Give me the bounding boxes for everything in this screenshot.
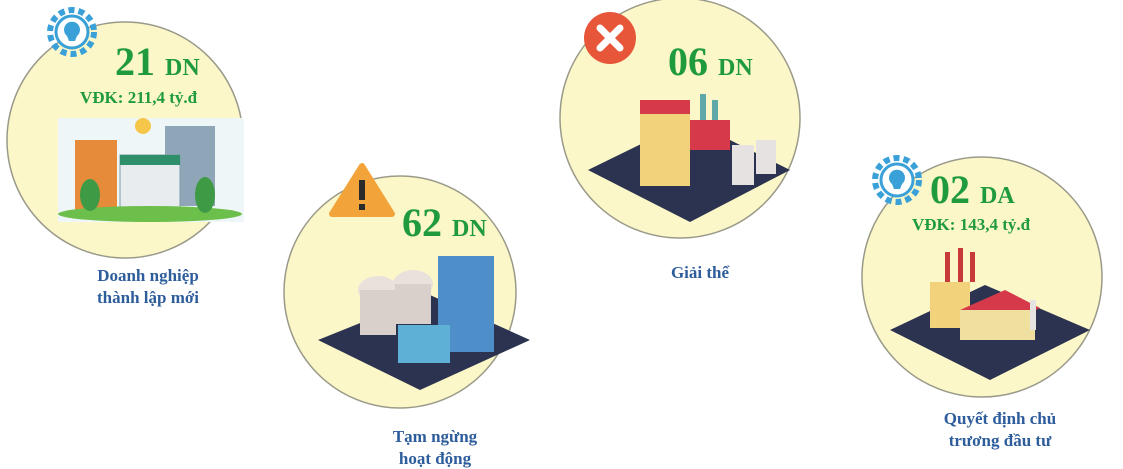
warning-icon [329, 163, 395, 217]
count-number: 21 [115, 39, 155, 84]
count-unit: DA [980, 183, 1015, 209]
caption: Doanh nghiệp [97, 266, 199, 285]
count: 06 DN [668, 39, 753, 84]
count: 62 DN [402, 200, 487, 245]
cancel-icon [584, 12, 636, 64]
caption: Tạm ngừng [393, 427, 478, 446]
capital: VĐK: 143,4 tỷ.đ [912, 215, 1031, 234]
caption: Quyết định chủ [944, 409, 1056, 428]
gear-icon [872, 155, 922, 205]
caption: thành lập mới [97, 288, 199, 307]
caption: trương đầu tư [949, 431, 1052, 450]
count: 21 DN [115, 39, 200, 84]
count-unit: DN [452, 216, 487, 242]
count-number: 02 [930, 167, 970, 212]
count-number: 62 [402, 200, 442, 245]
city-illustration [58, 118, 244, 222]
gear-icon [47, 7, 97, 57]
caption: Giải thể [671, 263, 730, 282]
count-number: 06 [668, 39, 708, 84]
factory-illustration [318, 256, 530, 390]
caption: hoạt động [399, 449, 472, 468]
count-unit: DN [718, 55, 753, 81]
capital: VĐK: 211,4 tỷ.đ [80, 88, 198, 107]
count-unit: DN [165, 55, 200, 81]
count: 02 DA [930, 167, 1015, 212]
factory-illustration [588, 94, 790, 222]
factory-illustration [890, 248, 1090, 380]
